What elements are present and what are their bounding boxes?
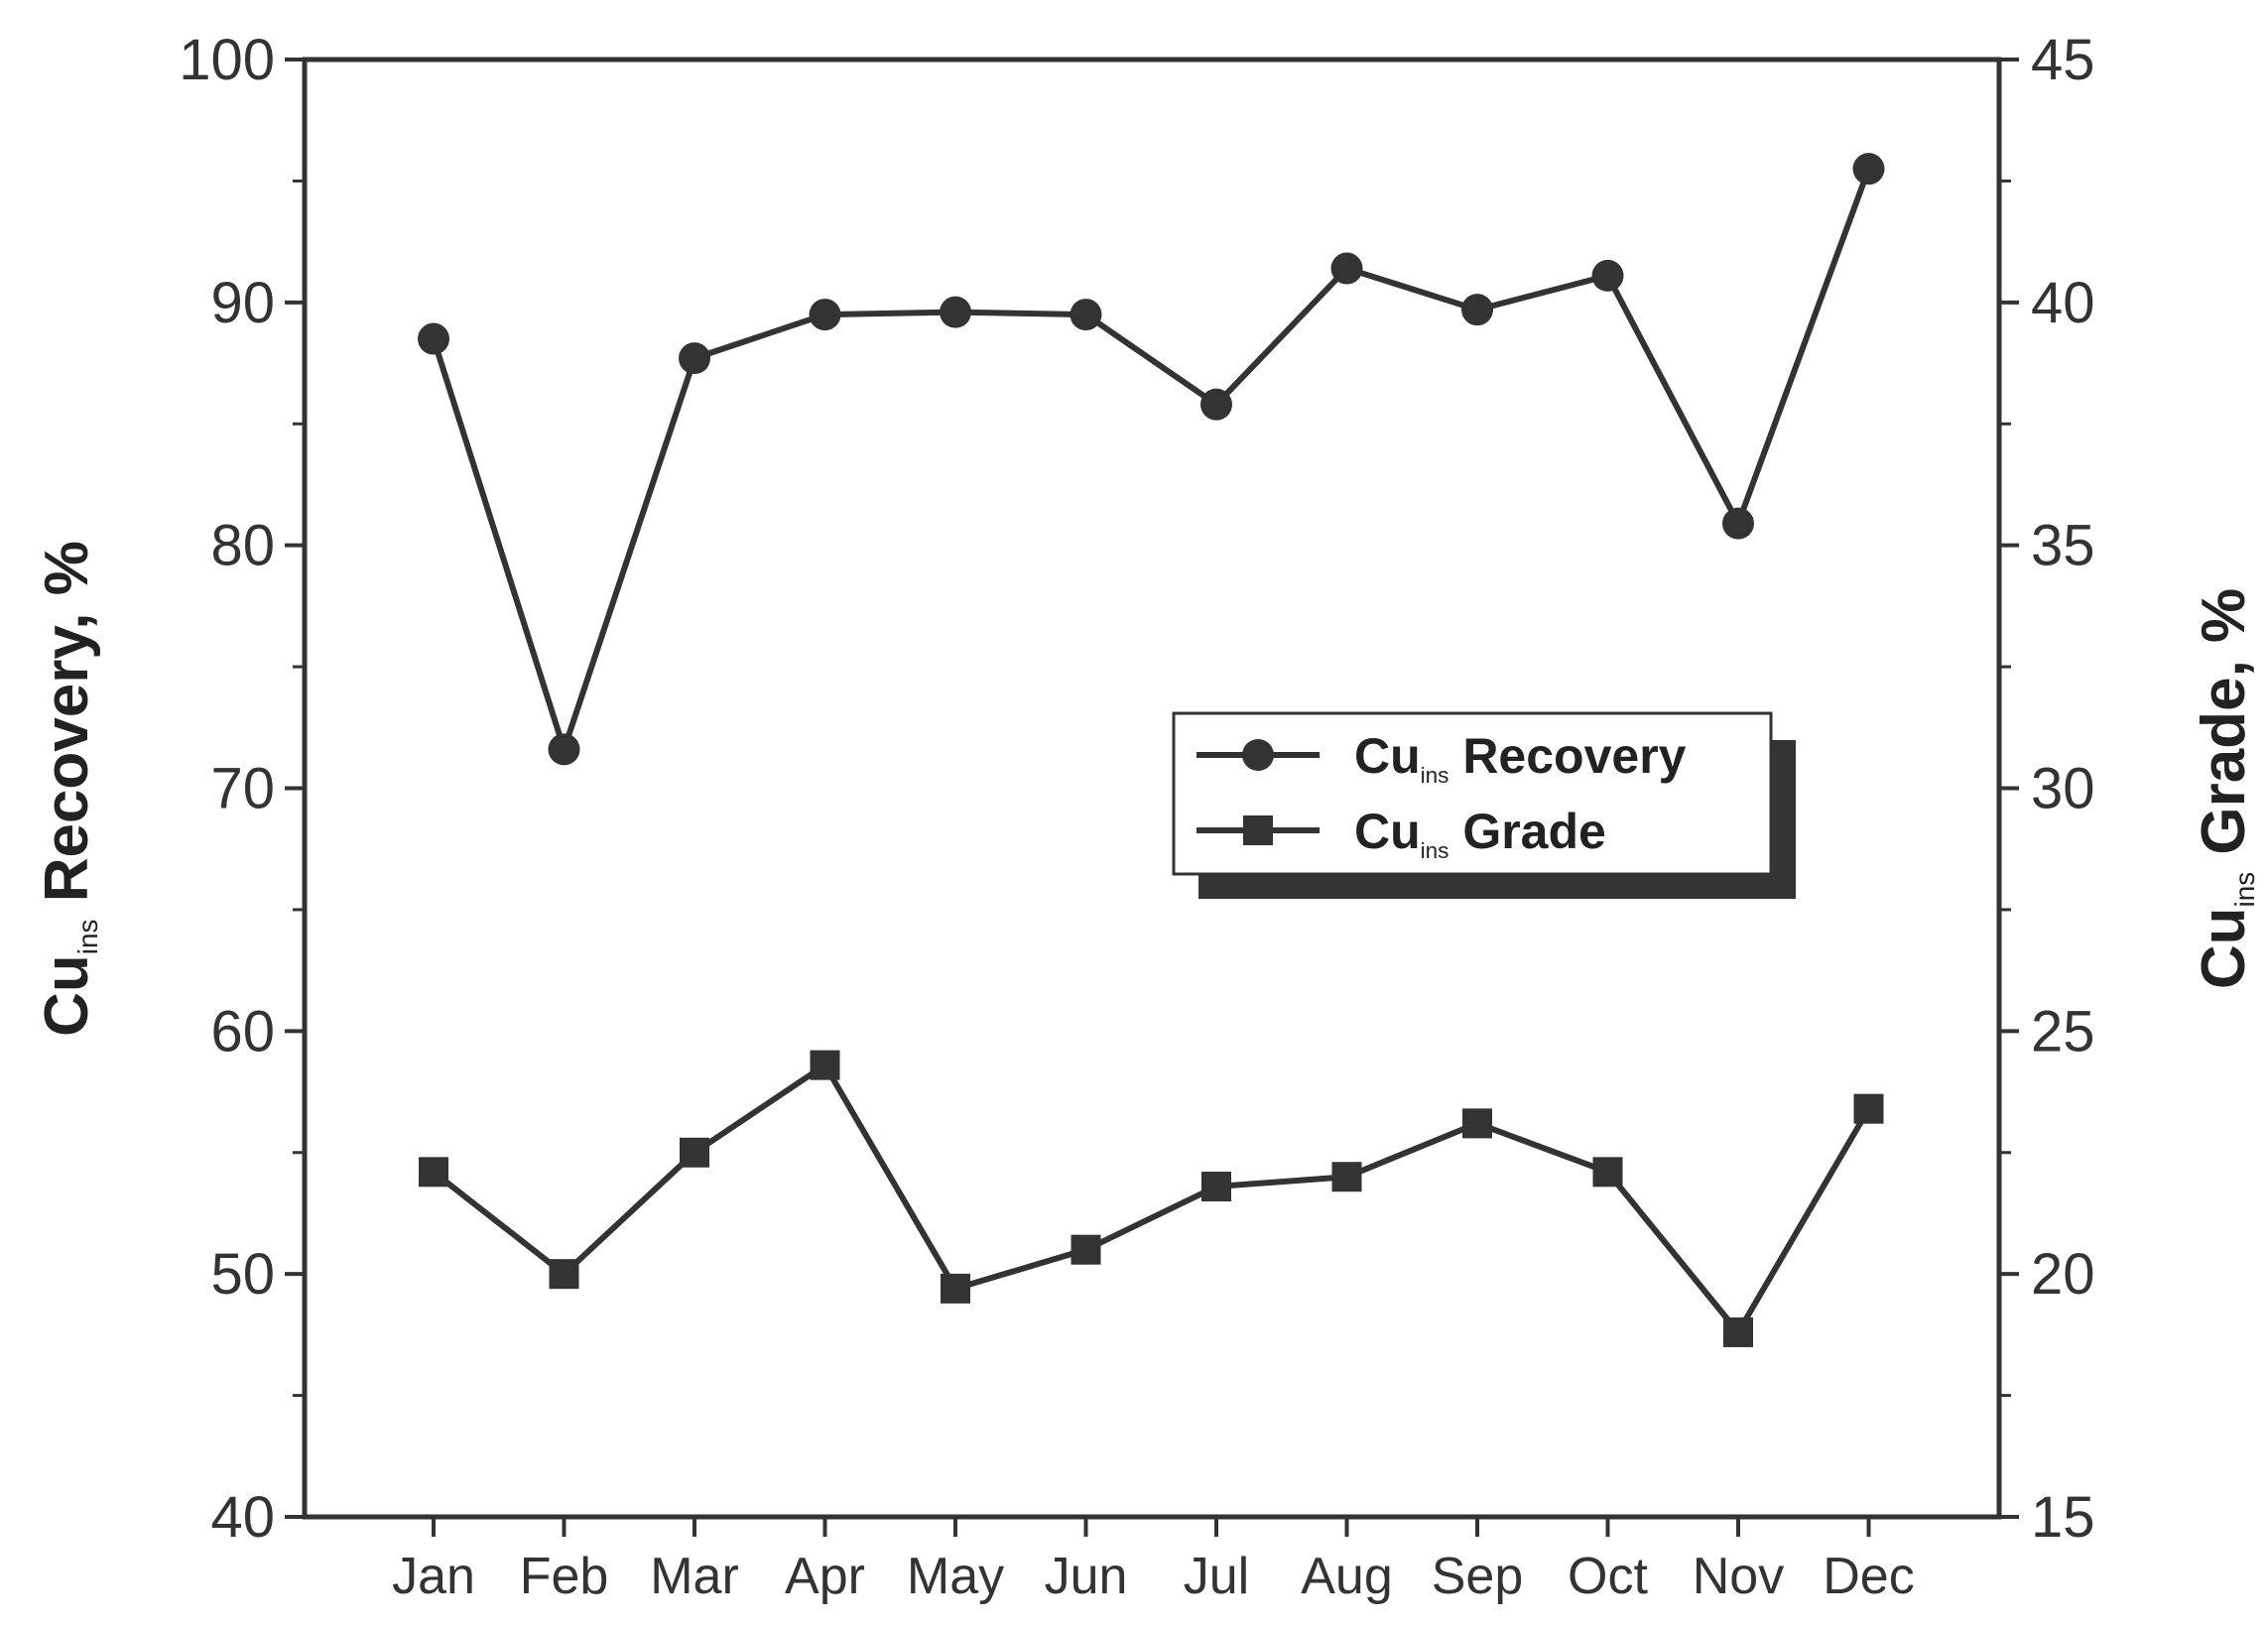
right-tick-label: 25 bbox=[2031, 999, 2095, 1064]
recovery-point bbox=[1852, 153, 1885, 186]
legend-label-recovery-rest: Recovery bbox=[1449, 728, 1686, 784]
recovery-point bbox=[940, 296, 971, 328]
right-tick-label: 40 bbox=[2031, 271, 2095, 335]
x-tick-label: Feb bbox=[520, 1548, 609, 1605]
right-tick-label: 35 bbox=[2031, 514, 2095, 578]
svg-text:Cuins Recovery: Cuins Recovery bbox=[1354, 728, 1687, 788]
grade-point bbox=[1853, 1093, 1884, 1124]
recovery-point bbox=[418, 322, 449, 355]
recovery-point bbox=[1461, 294, 1493, 326]
legend: Cuins Recovery Cuins Grade bbox=[1172, 711, 1796, 899]
left-tick-label: 40 bbox=[210, 1485, 275, 1550]
series-layer bbox=[418, 153, 1885, 1347]
legend-marker-circle bbox=[1242, 739, 1274, 771]
x-axis-ticks: Jan Feb Mar Apr May Jun Jul Aug Sep Oct Nov Dec bbox=[392, 1517, 1915, 1605]
left-tick-label: 60 bbox=[210, 999, 275, 1064]
legend-label-recovery-sub: ins bbox=[1421, 763, 1449, 788]
grade-point bbox=[1592, 1157, 1623, 1188]
legend-marker-square bbox=[1243, 815, 1273, 845]
grade-point bbox=[419, 1157, 448, 1188]
legend-label-grade-main: Cu bbox=[1354, 804, 1421, 859]
left-axis-title-main: Cu bbox=[33, 954, 101, 1037]
left-axis-ticks: 40 50 60 70 80 90 100 bbox=[179, 28, 305, 1550]
right-axis-ticks: 15 20 25 30 35 40 45 bbox=[1999, 28, 2095, 1550]
recovery-point bbox=[1200, 388, 1232, 421]
recovery-point bbox=[679, 342, 710, 375]
right-axis-title-rest: Grade, % bbox=[2190, 588, 2258, 872]
recovery-point bbox=[1070, 299, 1102, 331]
left-axis-title-rest: Recovery, % bbox=[33, 541, 101, 919]
right-axis-title-main: Cu bbox=[2190, 908, 2258, 990]
svg-text:Cuins Grade: Cuins Grade bbox=[1354, 804, 1606, 863]
grade-point bbox=[810, 1050, 840, 1080]
x-tick-label: Apr bbox=[785, 1548, 865, 1605]
right-axis-title: Cuins Grade, % bbox=[2190, 588, 2260, 989]
left-axis-title: Cuins Recovery, % bbox=[33, 541, 103, 1037]
recovery-point bbox=[1330, 252, 1363, 285]
left-tick-label: 70 bbox=[210, 757, 275, 821]
x-tick-label: May bbox=[907, 1548, 1004, 1605]
recovery-point bbox=[548, 733, 580, 766]
left-tick-label: 80 bbox=[210, 514, 275, 578]
x-tick-label: Jul bbox=[1184, 1548, 1249, 1605]
x-tick-label: Aug bbox=[1301, 1548, 1393, 1605]
right-tick-label: 15 bbox=[2031, 1485, 2095, 1550]
grade-point bbox=[680, 1137, 709, 1168]
recovery-point bbox=[1722, 507, 1754, 540]
legend-label-recovery-main: Cu bbox=[1354, 728, 1421, 784]
left-tick-label: 90 bbox=[210, 271, 275, 335]
x-tick-label: Jun bbox=[1045, 1548, 1128, 1605]
right-tick-label: 45 bbox=[2031, 28, 2095, 92]
series-line-1 bbox=[432, 1062, 1872, 1335]
svg-text:Cuins Grade, %: Cuins Grade, % bbox=[2190, 588, 2260, 989]
left-tick-label: 100 bbox=[179, 28, 275, 92]
right-tick-label: 30 bbox=[2031, 757, 2095, 821]
x-tick-label: Jan bbox=[392, 1548, 475, 1605]
grade-point bbox=[1071, 1234, 1101, 1265]
x-tick-label: Mar bbox=[650, 1548, 739, 1605]
legend-label-grade-rest: Grade bbox=[1449, 804, 1605, 859]
grade-point bbox=[1462, 1108, 1492, 1139]
right-axis-title-sub: ins bbox=[2229, 872, 2260, 908]
recovery-point bbox=[1591, 259, 1624, 292]
series-line-0 bbox=[431, 168, 1872, 753]
legend-label-grade-sub: ins bbox=[1421, 838, 1449, 863]
grade-point bbox=[549, 1259, 579, 1290]
x-tick-label: Sep bbox=[1432, 1548, 1524, 1605]
x-tick-label: Nov bbox=[1693, 1548, 1784, 1605]
legend-box bbox=[1172, 711, 1773, 876]
x-tick-label: Oct bbox=[1568, 1548, 1648, 1605]
left-axis-title-sub: ins bbox=[72, 920, 103, 955]
x-tick-label: Dec bbox=[1823, 1548, 1914, 1605]
legend-item-grade: Cuins Grade bbox=[1197, 804, 1606, 863]
svg-text:Cuins Recovery, %: Cuins Recovery, % bbox=[33, 541, 103, 1037]
right-tick-label: 20 bbox=[2031, 1242, 2095, 1307]
legend-item-recovery: Cuins Recovery bbox=[1197, 728, 1687, 788]
grade-point bbox=[941, 1273, 970, 1304]
recovery-point bbox=[809, 299, 841, 331]
grade-point bbox=[1331, 1162, 1362, 1192]
left-tick-label: 50 bbox=[210, 1242, 275, 1307]
grade-point bbox=[1201, 1172, 1231, 1202]
grade-point bbox=[1723, 1316, 1753, 1347]
